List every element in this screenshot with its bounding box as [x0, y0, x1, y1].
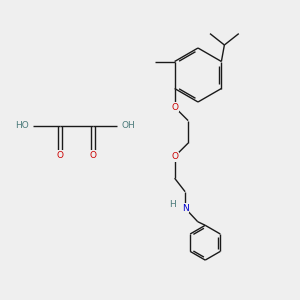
Text: O: O	[89, 151, 97, 160]
Text: H: H	[169, 200, 176, 209]
Text: HO: HO	[15, 122, 28, 130]
Text: O: O	[171, 103, 178, 112]
Text: O: O	[171, 152, 178, 161]
Text: N: N	[182, 204, 188, 213]
Text: OH: OH	[122, 122, 135, 130]
Text: O: O	[56, 151, 64, 160]
